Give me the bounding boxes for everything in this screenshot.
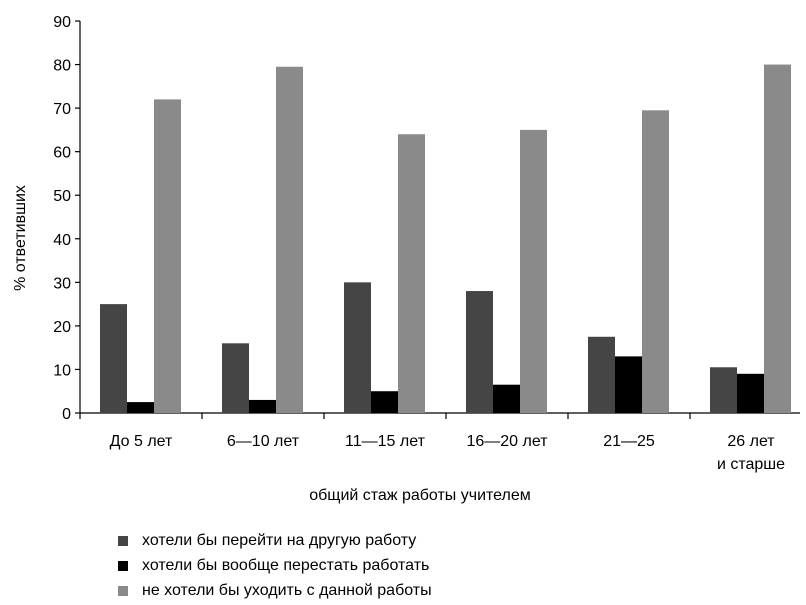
y-tick-label: 60	[53, 145, 71, 162]
x-tick-label: и старше	[717, 456, 785, 473]
bar	[710, 367, 737, 413]
x-tick-label: 6—10 лет	[227, 433, 300, 450]
bar	[371, 391, 398, 413]
bar	[493, 384, 520, 413]
y-axis-title: % ответивших	[12, 185, 29, 291]
bars	[100, 64, 791, 414]
legend-item: хотели бы вообще перестать работать	[118, 553, 432, 578]
x-tick-label: 21—25	[603, 433, 655, 450]
bar	[642, 110, 669, 414]
legend-label: хотели бы перейти на другую работу	[142, 531, 417, 549]
y-tick-label: 20	[53, 319, 71, 336]
legend-item: хотели бы перейти на другую работу	[118, 528, 432, 553]
labels: 0 10 20 30 40 50 60 70 80 90 До 5 лет 6—10 лет 11—15…	[53, 14, 785, 473]
bar-chart: 0 10 20 30 40 50 60 70 80 90 До 5 лет 6—10 лет 11—15…	[12, 14, 800, 504]
y-tick-label: 80	[53, 58, 71, 75]
bar	[249, 399, 276, 413]
axes	[75, 20, 800, 419]
bar	[344, 282, 371, 413]
bar	[520, 129, 547, 413]
bar	[466, 291, 493, 413]
x-tick-label: 16—20 лет	[466, 433, 548, 450]
bar	[276, 66, 303, 413]
bar	[398, 134, 425, 413]
legend-item: не хотели бы уходить с данной работы	[118, 578, 432, 603]
legend: хотели бы перейти на другую работу хотел…	[118, 528, 432, 603]
legend-label: не хотели бы уходить с данной работы	[142, 581, 432, 599]
bar	[127, 402, 154, 413]
bar	[615, 356, 642, 413]
x-tick-label: 11—15 лет	[345, 433, 426, 450]
y-tick-label: 70	[53, 101, 71, 118]
bar	[222, 343, 249, 413]
bar	[588, 336, 615, 413]
y-tick-label: 40	[53, 232, 71, 249]
y-tick-label: 90	[53, 14, 71, 31]
bar	[100, 304, 127, 413]
y-tick-label: 30	[53, 275, 71, 292]
legend-swatch	[118, 535, 128, 546]
legend-swatch	[118, 585, 128, 596]
bar	[764, 64, 791, 414]
y-tick-label: 10	[53, 362, 71, 379]
y-tick-label: 0	[62, 406, 71, 423]
legend-swatch	[118, 560, 128, 571]
x-axis-title: общий стаж работы учителем	[309, 487, 531, 504]
bar	[737, 373, 764, 413]
x-tick-label: До 5 лет	[110, 433, 173, 450]
y-tick-label: 50	[53, 188, 71, 205]
x-tick-label: 26 лет	[727, 433, 775, 450]
legend-label: хотели бы вообще перестать работать	[142, 556, 430, 574]
bar	[154, 99, 181, 414]
